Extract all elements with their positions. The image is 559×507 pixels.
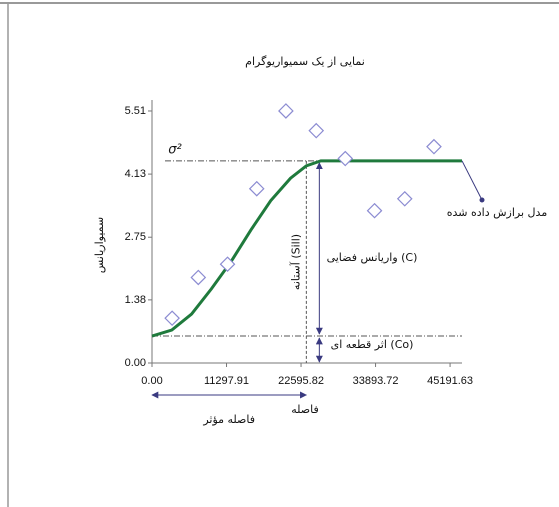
model-curve: [151, 159, 462, 338]
y-tick-label: 2.75: [125, 231, 146, 243]
partial-sill-label: واریانس فضایی (C): [327, 251, 418, 264]
x-tick-label: 22595.82: [278, 375, 324, 387]
model-pointer-dot: [479, 197, 485, 203]
x-tick-label: 33893.72: [353, 375, 399, 387]
y-tick-label: 4.13: [125, 168, 146, 180]
data-point: [248, 180, 265, 197]
y-tick-label: 1.38: [125, 294, 146, 306]
data-point: [426, 138, 442, 155]
model-label: مدل برازش داده شده: [447, 206, 548, 219]
y-tick-label: 0.00: [125, 357, 146, 369]
data-point: [366, 202, 383, 219]
data-point: [164, 310, 180, 327]
model-pointer: [461, 160, 483, 201]
nugget-label: اثر قطعه ای (Co): [331, 338, 414, 351]
x-tick-label: 0.00: [141, 375, 162, 387]
sill-label: آستانه (Sill): [288, 234, 302, 290]
y-axis-label: سمیواریانس: [93, 217, 106, 273]
x-tick-label: 45191.63: [427, 375, 473, 387]
data-point: [308, 122, 325, 139]
sigma-label: σ²: [168, 143, 181, 158]
data-point: [190, 269, 207, 286]
data-point: [396, 190, 413, 207]
chart-title: نمایی از یک سمیواریوگرام: [245, 55, 365, 68]
x-axis-label: فاصله: [291, 403, 319, 416]
data-point: [278, 103, 294, 119]
y-tick-label: 5.51: [125, 105, 146, 117]
x-tick-label: 11297.91: [204, 375, 249, 387]
data-point: [337, 150, 354, 167]
range-label: فاصله مؤثر: [202, 413, 255, 426]
data-point: [219, 256, 236, 273]
